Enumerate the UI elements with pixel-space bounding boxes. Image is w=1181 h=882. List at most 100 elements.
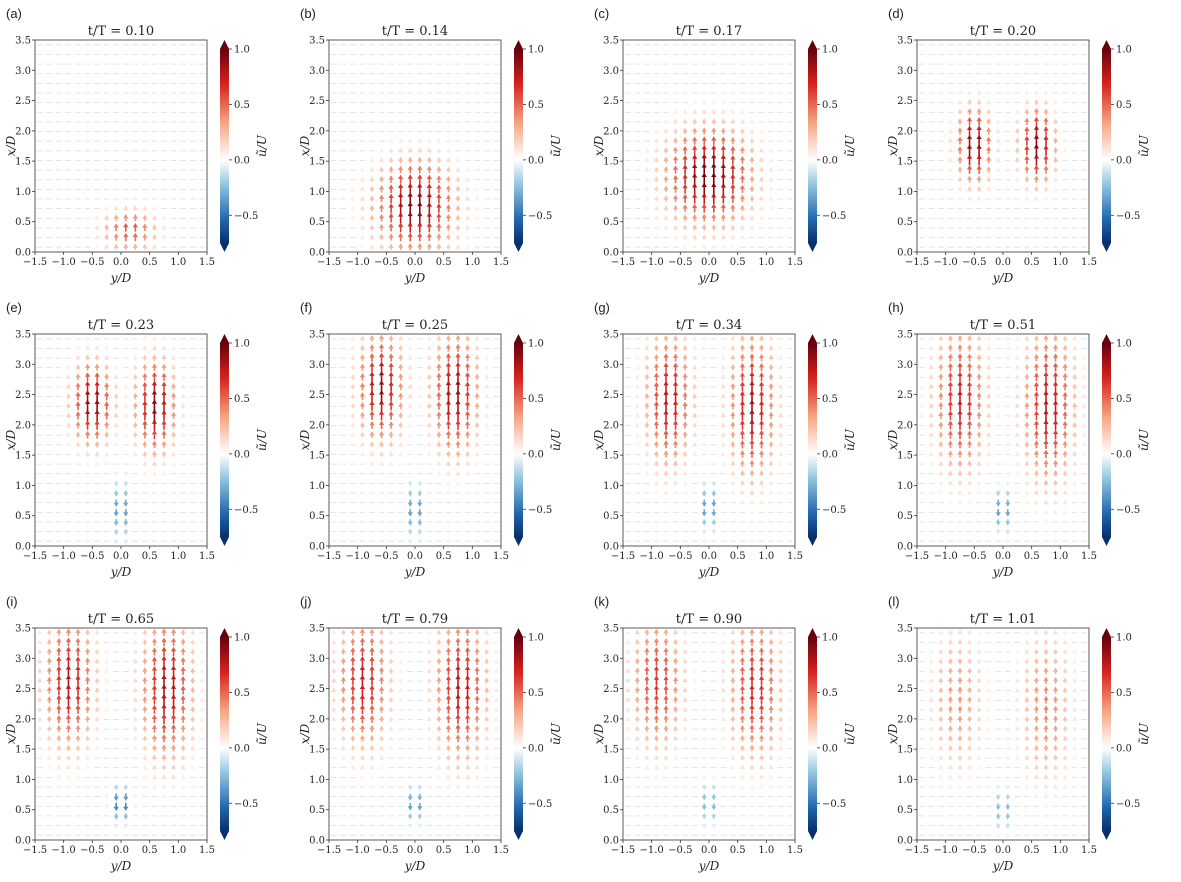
axes-frame	[622, 333, 796, 547]
y-tick-label: 2.0	[309, 420, 325, 431]
vector-head	[378, 166, 385, 171]
vector-head	[663, 195, 669, 200]
vector-head	[692, 244, 698, 249]
vector-head	[369, 166, 375, 172]
vector-head	[947, 470, 954, 475]
vector-head	[445, 157, 452, 162]
vector-head	[417, 165, 423, 170]
vector-head	[123, 432, 129, 437]
vector-head	[407, 156, 413, 161]
y-tick-label: 3.0	[15, 360, 31, 371]
vector-head	[104, 345, 110, 350]
vector-head	[663, 147, 669, 152]
vector-head	[1043, 479, 1049, 485]
vector-head	[986, 345, 992, 350]
vector-head	[426, 335, 432, 341]
vector-head	[84, 381, 91, 386]
vector-head	[758, 335, 765, 340]
vector-head	[1072, 480, 1078, 485]
y-tick-label: 3.5	[897, 36, 913, 47]
vector-head	[758, 353, 765, 359]
vector-head	[928, 412, 934, 417]
vector-head	[682, 470, 688, 476]
vector-head	[768, 382, 774, 388]
vector-head	[1072, 470, 1078, 476]
vector-head	[768, 490, 774, 495]
vector-head	[758, 390, 765, 396]
vector-head	[1043, 362, 1049, 367]
vector-head	[388, 223, 394, 228]
vector-head	[976, 108, 982, 113]
vector-head	[768, 480, 774, 485]
x-axis-label: y/D	[992, 565, 1014, 579]
vector-head	[701, 203, 707, 208]
vector-head	[398, 344, 404, 350]
vector-head	[947, 362, 954, 368]
y-axis-label: x/D	[592, 135, 606, 156]
vector-head	[1072, 460, 1078, 466]
vector-head	[768, 345, 774, 350]
vector-head	[682, 155, 688, 160]
vector-head	[672, 400, 679, 405]
vector-head	[484, 412, 490, 418]
vector-head	[445, 213, 452, 219]
vector-head	[407, 422, 413, 427]
vector-head	[94, 372, 100, 377]
vector-head	[359, 372, 366, 378]
vector-head	[692, 214, 698, 219]
vector-head	[653, 391, 660, 396]
vector-head	[464, 344, 471, 349]
vector-head	[426, 243, 432, 248]
colorbar-tick-label: −0.5	[822, 211, 846, 222]
vector-head	[1043, 90, 1049, 95]
vector-head	[730, 392, 736, 397]
vector-head	[976, 116, 982, 122]
vector-head	[1033, 450, 1040, 455]
y-tick-label: 1.5	[603, 157, 619, 168]
x-tick-label: 1.0	[758, 551, 774, 562]
vector-head	[123, 213, 129, 219]
vector-head	[104, 243, 110, 249]
vector-head	[739, 400, 746, 405]
vector-head	[132, 392, 138, 398]
vector-head	[388, 335, 394, 340]
vector-head	[938, 441, 944, 446]
vector-head	[653, 470, 660, 475]
vector-head	[398, 402, 404, 407]
vector-head	[957, 410, 963, 415]
vector-head	[1033, 489, 1040, 495]
y-axis-label: x/D	[592, 429, 606, 450]
vector-head	[653, 363, 660, 368]
vector-head	[474, 461, 480, 466]
vector-head	[720, 383, 726, 389]
vector-head	[672, 440, 679, 445]
vector-head	[701, 492, 707, 497]
vector-head	[730, 411, 736, 417]
vector-head	[378, 343, 385, 349]
vector-head	[369, 185, 375, 191]
vector-head	[113, 243, 119, 248]
y-tick-label: 3.0	[603, 360, 619, 371]
vector-head	[758, 215, 765, 220]
vector-head	[113, 441, 119, 447]
vector-head	[749, 362, 755, 367]
vector-head	[1043, 353, 1049, 358]
vector-head	[113, 374, 119, 379]
vector-head	[711, 136, 717, 141]
vector-head	[464, 234, 471, 239]
x-tick-label: −0.5	[374, 551, 398, 562]
vector-head	[151, 234, 158, 239]
vector-head	[1062, 382, 1068, 387]
vector-head	[995, 118, 1001, 124]
vector-head	[123, 472, 129, 477]
x-tick-label: 0.5	[142, 257, 158, 268]
vector-head	[398, 232, 404, 238]
vector-head	[720, 364, 726, 370]
vector-head	[1072, 451, 1078, 456]
vector-head	[1043, 439, 1049, 444]
vector-head	[692, 451, 698, 456]
vector-head	[995, 502, 1001, 507]
vector-head	[711, 144, 717, 150]
vector-head	[730, 224, 736, 229]
vector-head	[180, 383, 186, 389]
